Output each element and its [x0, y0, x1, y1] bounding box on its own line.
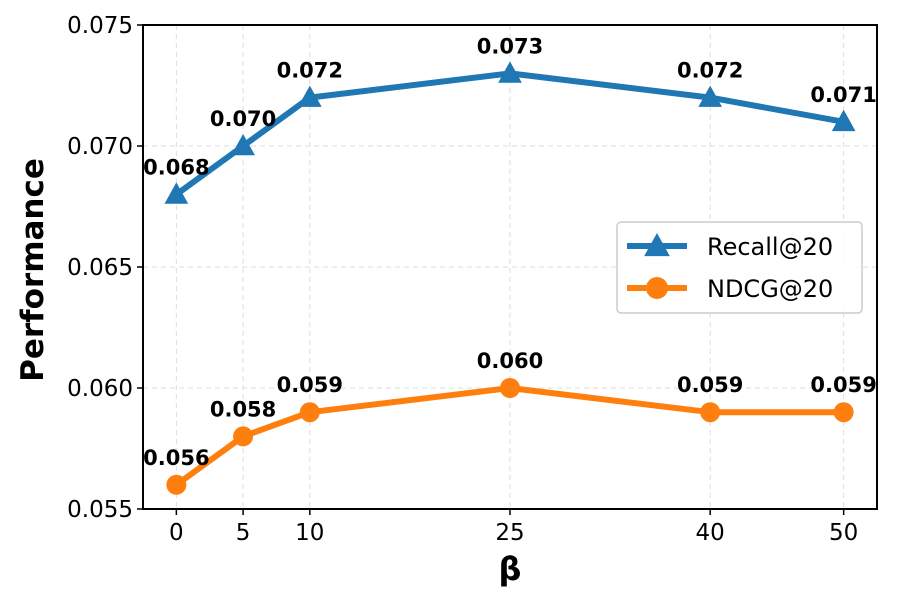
y-tick-label: 0.065 [67, 255, 133, 281]
data-label: 0.058 [210, 397, 276, 421]
circle-marker [833, 402, 854, 423]
data-label: 0.059 [677, 373, 743, 397]
triangle-marker [164, 182, 189, 204]
series-layer [164, 61, 856, 495]
x-tick-label: 0 [169, 520, 184, 546]
legend-triangle-icon [644, 232, 670, 257]
triangle-marker [297, 85, 322, 107]
series-line [173, 385, 847, 488]
x-axis-label: β [499, 550, 522, 588]
data-label: 0.059 [277, 373, 343, 397]
data-label: 0.073 [477, 34, 543, 58]
legend-entry: Recall@20 [627, 232, 833, 261]
x-tick-label: 40 [696, 520, 725, 546]
legend-label: Recall@20 [707, 233, 833, 261]
y-tick-label: 0.055 [67, 497, 133, 523]
legend-entry: NDCG@20 [627, 275, 833, 303]
triangle-marker [231, 133, 255, 156]
triangle-marker [831, 109, 856, 132]
legend-label: NDCG@20 [707, 275, 833, 303]
x-tick-label: 5 [236, 520, 251, 546]
triangle-marker [498, 61, 522, 83]
circle-marker [299, 402, 320, 423]
data-labels: 0.0680.0700.0720.0730.0720.0710.0560.058… [143, 34, 877, 469]
legend-circle-icon [646, 277, 668, 299]
x-tick-label: 50 [829, 520, 858, 546]
data-label: 0.072 [277, 59, 343, 83]
data-label: 0.068 [143, 155, 209, 179]
circle-marker [500, 378, 520, 398]
data-label: 0.070 [210, 107, 276, 131]
data-label: 0.056 [143, 446, 209, 470]
y-tick-label: 0.070 [67, 134, 133, 160]
x-tick-label: 10 [295, 520, 324, 546]
series-ndcg-20 [166, 378, 854, 495]
series-recall-20 [164, 61, 856, 204]
data-label: 0.072 [677, 59, 743, 83]
data-label: 0.060 [477, 349, 543, 373]
data-label: 0.071 [810, 83, 876, 107]
y-axis-label: Performance [15, 158, 51, 382]
circle-marker [233, 426, 254, 447]
axes: 0.055 0.060 0.065 0.070 0.075 0 5 10 25 40 50 [67, 13, 858, 546]
circle-marker [166, 474, 187, 495]
y-tick-label: 0.075 [67, 13, 133, 39]
legend: Recall@20 NDCG@20 [616, 221, 863, 314]
triangle-marker [698, 85, 723, 107]
data-label: 0.059 [810, 373, 876, 397]
x-tick-label: 25 [495, 520, 524, 546]
circle-marker [700, 402, 721, 423]
y-tick-label: 0.060 [67, 376, 133, 402]
